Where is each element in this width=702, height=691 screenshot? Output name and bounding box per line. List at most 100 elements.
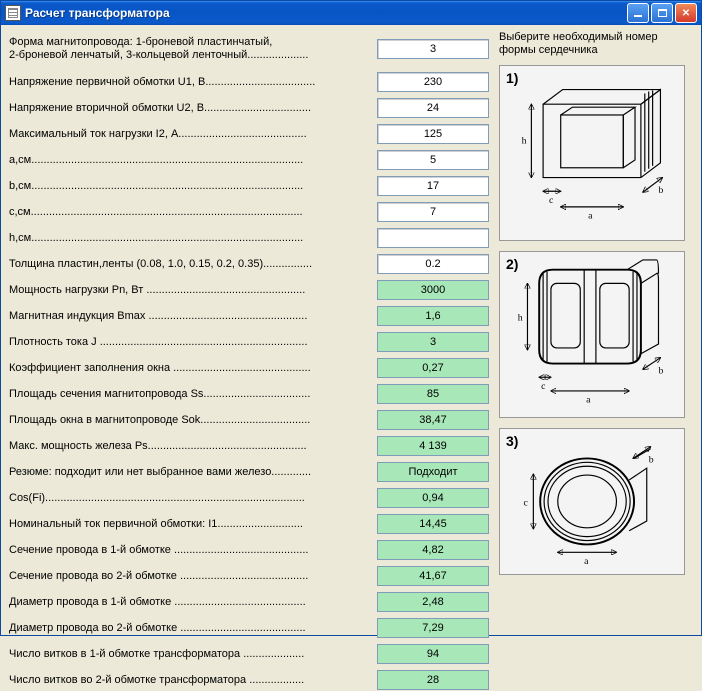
param-label: Максимальный ток нагрузки I2, А.........…	[9, 128, 377, 141]
param-label: Напряжение первичной обмотки U1, В......…	[9, 76, 377, 89]
close-button[interactable]	[675, 3, 697, 23]
param-input[interactable]: 17	[377, 176, 489, 196]
diagrams-header: Выберите необходимый номер формы сердечн…	[499, 31, 685, 57]
window-title: Расчет трансформатора	[25, 6, 627, 20]
titlebar: Расчет трансформатора	[1, 1, 701, 25]
param-label: Cos(Fi).................................…	[9, 492, 377, 505]
param-label: Номинальный ток первичной обмотки: I1...…	[9, 518, 377, 531]
client-area: Форма магнитопровода: 1-броневой пластин…	[1, 25, 701, 635]
param-input[interactable]: 3	[377, 39, 489, 59]
param-row: Напряжение вторичной обмотки U2, В......…	[9, 97, 489, 119]
param-row: Форма магнитопровода: 1-броневой пластин…	[9, 31, 489, 67]
param-output: 28	[377, 670, 489, 690]
param-row: h,см....................................…	[9, 227, 489, 249]
param-row: c,см....................................…	[9, 201, 489, 223]
svg-text:c: c	[549, 195, 554, 206]
param-label: Напряжение вторичной обмотки U2, В......…	[9, 102, 377, 115]
param-row: Площадь сечения магнитопровода Ss.......…	[9, 383, 489, 405]
param-label: Число витков во 2-й обмотке трансформато…	[9, 674, 377, 687]
param-label: Мощность нагрузки Pn, Вт ...............…	[9, 284, 377, 297]
param-output: 0,27	[377, 358, 489, 378]
param-label: Толщина пластин,ленты (0.08, 1.0, 0.15, …	[9, 258, 377, 271]
core-diagram-3: 3) c a b	[499, 428, 685, 575]
param-label: Плотность тока J .......................…	[9, 336, 377, 349]
maximize-button[interactable]	[651, 3, 673, 23]
param-row: Мощность нагрузки Pn, Вт ...............…	[9, 279, 489, 301]
param-output: 94	[377, 644, 489, 664]
param-output: 2,48	[377, 592, 489, 612]
param-row: b,см....................................…	[9, 175, 489, 197]
param-label: Сечение провода в 1-й обмотке ..........…	[9, 544, 377, 557]
core-shape-3-icon: c a b	[504, 433, 680, 570]
param-row: Напряжение первичной обмотки U1, В......…	[9, 71, 489, 93]
window-controls	[627, 3, 697, 23]
param-output: 4 139	[377, 436, 489, 456]
svg-text:b: b	[658, 366, 663, 377]
param-output: 0,94	[377, 488, 489, 508]
param-row: Сечение провода во 2-й обмотке .........…	[9, 565, 489, 587]
param-output: 1,6	[377, 306, 489, 326]
diagram-label: 2)	[506, 256, 518, 272]
param-output: 3	[377, 332, 489, 352]
param-input[interactable]: 5	[377, 150, 489, 170]
param-input[interactable]: 230	[377, 72, 489, 92]
param-input[interactable]: 7	[377, 202, 489, 222]
param-row: a,см....................................…	[9, 149, 489, 171]
param-output: 38,47	[377, 410, 489, 430]
diagram-label: 3)	[506, 433, 518, 449]
core-shape-2-icon: h c a b	[504, 256, 680, 412]
diagram-label: 1)	[506, 70, 518, 86]
svg-text:a: a	[588, 211, 593, 222]
core-diagram-2: 2) h c	[499, 251, 685, 417]
param-row: Резюме: подходит или нет выбранное вами …	[9, 461, 489, 483]
param-output: 85	[377, 384, 489, 404]
param-input[interactable]: 24	[377, 98, 489, 118]
svg-text:h: h	[522, 135, 527, 146]
svg-text:h: h	[518, 313, 523, 324]
svg-text:a: a	[584, 556, 589, 567]
param-row: Плотность тока J .......................…	[9, 331, 489, 353]
param-label: Макс. мощность железа Ps................…	[9, 440, 377, 453]
minimize-button[interactable]	[627, 3, 649, 23]
param-label: h,см....................................…	[9, 232, 377, 245]
param-row: Номинальный ток первичной обмотки: I1...…	[9, 513, 489, 535]
param-label: b,см....................................…	[9, 180, 377, 193]
core-diagram-1: 1)	[499, 65, 685, 241]
svg-text:c: c	[541, 381, 546, 392]
param-row: Площадь окна в магнитопроводе Sok.......…	[9, 409, 489, 431]
param-label: Сечение провода во 2-й обмотке .........…	[9, 570, 377, 583]
param-label: Диаметр провода в 1-й обмотке ..........…	[9, 596, 377, 609]
param-output: 14,45	[377, 514, 489, 534]
param-row: Максимальный ток нагрузки I2, А.........…	[9, 123, 489, 145]
param-row: Макс. мощность железа Ps................…	[9, 435, 489, 457]
param-output: Подходит	[377, 462, 489, 482]
param-row: Толщина пластин,ленты (0.08, 1.0, 0.15, …	[9, 253, 489, 275]
param-row: Cos(Fi).................................…	[9, 487, 489, 509]
param-output: 7,29	[377, 618, 489, 638]
param-output: 4,82	[377, 540, 489, 560]
param-label: Коэффициент заполнения окна ............…	[9, 362, 377, 375]
param-row: Коэффициент заполнения окна ............…	[9, 357, 489, 379]
app-window: Расчет трансформатора Форма магнитопрово…	[0, 0, 702, 636]
svg-text:c: c	[524, 497, 529, 508]
diagrams-column: Выберите необходимый номер формы сердечн…	[499, 31, 685, 629]
param-label: Площадь сечения магнитопровода Ss.......…	[9, 388, 377, 401]
param-input[interactable]: 0.2	[377, 254, 489, 274]
svg-text:b: b	[649, 454, 654, 465]
param-row: Магнитная индукция Bmax ................…	[9, 305, 489, 327]
core-shape-1-icon: h c a b	[504, 70, 680, 236]
param-label: Форма магнитопровода: 1-броневой пластин…	[9, 36, 377, 62]
param-label: Диаметр провода во 2-й обмотке .........…	[9, 622, 377, 635]
param-label: a,см....................................…	[9, 154, 377, 167]
param-input[interactable]	[377, 228, 489, 248]
param-row: Сечение провода в 1-й обмотке ..........…	[9, 539, 489, 561]
param-label: Магнитная индукция Bmax ................…	[9, 310, 377, 323]
param-row: Диаметр провода в 1-й обмотке ..........…	[9, 591, 489, 613]
param-label: Площадь окна в магнитопроводе Sok.......…	[9, 414, 377, 427]
param-label: Резюме: подходит или нет выбранное вами …	[9, 466, 377, 479]
svg-text:b: b	[658, 185, 663, 196]
param-input[interactable]: 125	[377, 124, 489, 144]
app-icon	[5, 5, 21, 21]
param-output: 41,67	[377, 566, 489, 586]
svg-text:a: a	[586, 395, 591, 406]
